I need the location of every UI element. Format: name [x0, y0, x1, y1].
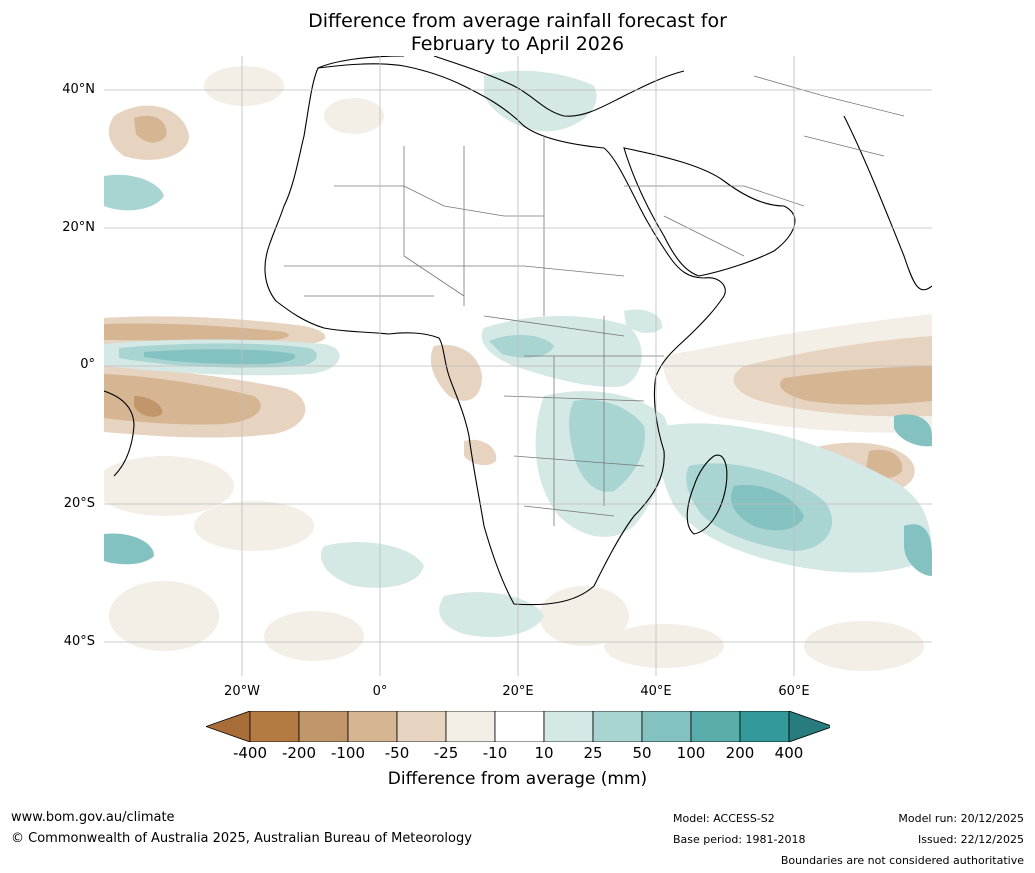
- colorbar-segment: [592, 711, 643, 742]
- wet-east-africa-lakes: [624, 309, 663, 333]
- india-coastline: [843, 115, 932, 291]
- colorbar-tick-label: 25: [583, 744, 603, 762]
- colorbar-tick-label: -10: [482, 744, 508, 762]
- dry-indian-ocean-south-core: [866, 449, 903, 479]
- lat-label-0: 0°: [80, 357, 95, 372]
- colorbar-extend-high: [788, 711, 830, 742]
- lat-label-40n: 40°N: [62, 82, 95, 97]
- lon-label-60e: 60°E: [778, 684, 810, 699]
- graticule: [104, 56, 932, 676]
- west-africa-island-coast: [104, 390, 135, 477]
- colorbar-tick-label: 100: [676, 744, 706, 762]
- colorbar-tick-label: 10: [534, 744, 554, 762]
- issued-date: Issued: 22/12/2025: [917, 833, 1024, 846]
- dry-southern-africa-west: [464, 439, 497, 466]
- colorbar-segment: [641, 711, 692, 742]
- colorbar-tick-label: -100: [330, 744, 366, 762]
- dry-indian-ocean-core: [780, 366, 932, 405]
- europe-coastline: [317, 56, 685, 117]
- lon-label-0: 0°: [372, 684, 388, 699]
- wet-south-atlantic: [320, 542, 424, 588]
- model-run-date: Model run: 20/12/2025: [898, 812, 1024, 825]
- colorbar-segment: [445, 711, 496, 742]
- lat-label-20n: 20°N: [62, 220, 95, 235]
- colorbar-extend-low: [206, 711, 251, 742]
- arabian-peninsula-coastline: [623, 147, 796, 277]
- colorbar-tick-label: 400: [774, 744, 804, 762]
- rainfall-map: [104, 56, 932, 676]
- wet-southeast-africa-mid: [569, 399, 645, 492]
- colorbar-tick-label: 50: [632, 744, 652, 762]
- copyright-text: © Commonwealth of Australia 2025, Austra…: [11, 831, 472, 846]
- country-borders: [284, 75, 905, 526]
- lon-label-20w: 20°W: [224, 684, 260, 699]
- wet-indian-ocean-east: [894, 414, 932, 447]
- wet-indian-ocean-southeast: [904, 524, 932, 576]
- chart-title-line1: Difference from average rainfall forecas…: [308, 10, 727, 32]
- colorbar-tick-label: -50: [384, 744, 410, 762]
- dry-north-atlantic-core: [134, 115, 167, 143]
- colorbar-tick-label: -200: [281, 744, 317, 762]
- base-period: Base period: 1981-2018: [673, 833, 806, 846]
- wet-central-africa: [481, 316, 642, 387]
- colorbar-segment: [396, 711, 447, 742]
- website-link[interactable]: www.bom.gov.au/climate: [11, 810, 175, 825]
- colorbar-segment: [494, 711, 545, 742]
- lon-label-20e: 20°E: [502, 684, 534, 699]
- colorbar-segment: [298, 711, 349, 742]
- lat-label-40s: 40°S: [63, 634, 95, 649]
- africa-coastline: [264, 63, 726, 606]
- colorbar-segment: [690, 711, 741, 742]
- wet-west-atlantic: [104, 533, 154, 565]
- wet-anomaly-regions: [104, 70, 932, 637]
- wet-south-africa-tail: [439, 592, 544, 637]
- wet-north-atlantic: [104, 174, 164, 211]
- colorbar: [206, 711, 830, 742]
- dry-atlantic-equatorial-core: [104, 323, 289, 341]
- lon-label-40e: 40°E: [640, 684, 672, 699]
- coastlines: [104, 56, 932, 606]
- model-name: Model: ACCESS-S2: [673, 812, 775, 825]
- colorbar-tick-label: -400: [232, 744, 268, 762]
- wet-central-africa-core: [489, 334, 554, 358]
- boundaries-disclaimer: Boundaries are not considered authoritat…: [780, 854, 1024, 867]
- colorbar-label: Difference from average (mm): [387, 769, 648, 789]
- lat-label-20s: 20°S: [63, 496, 95, 511]
- colorbar-segment: [739, 711, 790, 742]
- colorbar-segment: [249, 711, 300, 742]
- dry-gulf-guinea: [430, 344, 482, 401]
- colorbar-segment: [347, 711, 398, 742]
- dry-atlantic-south-peak: [134, 396, 163, 417]
- colorbar-tick-label: -25: [433, 744, 459, 762]
- map-canvas: [104, 56, 932, 676]
- chart-title-line2: February to April 2026: [410, 33, 625, 55]
- colorbar-tick-label: 200: [725, 744, 755, 762]
- colorbar-segment: [543, 711, 594, 742]
- madagascar-coastline: [686, 454, 728, 535]
- wet-madagascar-ocean-core: [730, 485, 804, 531]
- wet-atlantic-equatorial-core: [144, 349, 296, 365]
